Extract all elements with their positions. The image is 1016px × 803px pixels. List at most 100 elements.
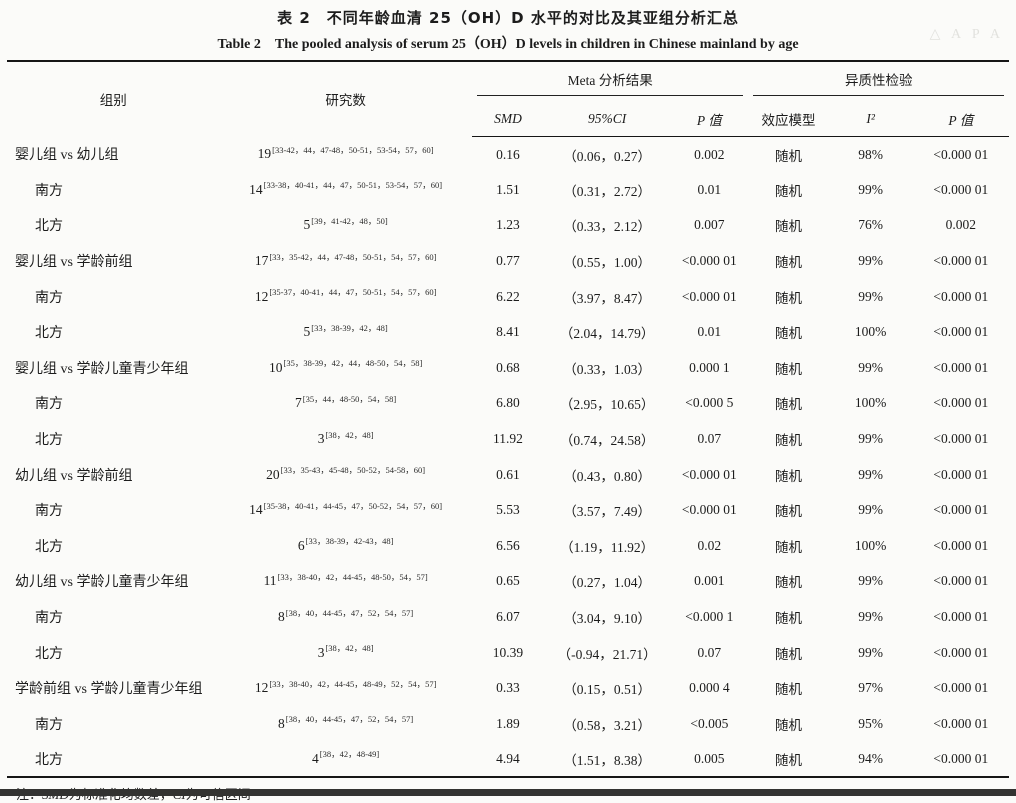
study-count: 8 [278,609,285,625]
study-count: 14 [249,502,263,518]
study-count: 20 [266,466,280,482]
smd-value: 1.51 [496,181,520,197]
ci-value: （0.33，1.03） [563,361,652,377]
p-value: <0.000 01 [681,502,737,518]
ci-value: （0.74，24.58） [559,433,655,449]
p-value: <0.000 01 [681,288,737,304]
study-count: 12 [254,680,269,696]
studies-cell: 12[33，38-40，42，44-45，48-49，52，54，57] [219,670,471,706]
p-value: <0.000 5 [685,395,734,411]
i2-value: 99% [858,573,884,589]
p2-value: <0.000 01 [933,715,989,731]
table-row: 北方 3[38，42，48] 10.39 （-0.94，21.71） 0.07 … [7,635,1009,671]
col-header-i2: I² [828,102,913,137]
p2-value: <0.000 01 [933,395,989,411]
ci-value: （3.97，8.47） [563,290,652,306]
col-header-ci: 95%CI [544,102,671,137]
table-titles: 表 2 不同年龄血清 25（OH）D 水平的对比及其亚组分析汇总 Table 2… [0,0,1016,53]
effect-model: 随机 [775,504,802,520]
table-row: 学龄前组 vs 学龄儿童青少年组 12[33，38-40，42，44-45，48… [7,670,1009,706]
group-cell: 幼儿组 vs 学龄儿童青少年组 [7,564,219,600]
studies-cell: 14[33-38，40-41，44，47，50-51，53-54，57，60] [219,172,471,208]
i2-value: 98% [858,146,884,162]
studies-cell: 8[38，40，44-45，47，52，54，57] [219,599,471,635]
study-refs: [33，35-42，44，47-48，50-51，54，57，60] [269,251,437,262]
effect-model: 随机 [775,183,802,199]
study-count: 8 [278,715,285,731]
effect-model: 随机 [775,646,802,662]
p2-value: <0.000 01 [933,537,989,553]
ci-value: （0.33，2.12） [563,219,652,235]
study-refs: [33，38-39，42-43，48] [305,536,394,547]
ci-value: （2.04，14.79） [559,326,655,342]
p2-value: <0.000 01 [933,431,989,447]
meta-group-label: Meta 分析结果 [476,69,744,96]
studies-cell: 12[35-37，40-41，44，47，50-51，54，57，60] [219,279,471,315]
group-cell: 北方 [7,314,219,350]
i2-value: 99% [858,466,884,482]
p2-value: <0.000 01 [933,750,989,766]
effect-model: 随机 [775,361,802,377]
group-cell: 婴儿组 vs 学龄前组 [7,243,219,279]
effect-model: 随机 [775,397,802,413]
ci-value: （-0.94，21.71） [557,646,657,662]
ci-value: （0.31，2.72） [563,183,652,199]
smd-value: 1.23 [496,217,520,233]
p-value: 0.000 1 [689,359,730,375]
effect-model: 随机 [775,717,802,733]
group-cell: 北方 [7,635,219,671]
ci-value: （0.58，3.21） [563,717,652,733]
smd-value: 0.65 [496,573,520,589]
col-header-model: 效应模型 [748,102,829,137]
study-refs: [38，40，44-45，47，52，54，57] [285,714,414,725]
header-row-2: SMD 95%CI P 值 效应模型 I² P 值 [7,102,1009,137]
i2-value: 99% [858,288,884,304]
table-row: 南方 7[35，44，48-50，54，58] 6.80 （2.95，10.65… [7,386,1009,422]
p2-value: <0.000 01 [933,359,989,375]
i2-value: 100% [854,395,887,411]
p-value: <0.000 1 [685,609,734,625]
i2-value: 94% [858,750,884,766]
smd-value: 10.39 [492,644,524,660]
p-value: 0.000 4 [689,680,730,696]
effect-model: 随机 [775,255,802,271]
table-row: 南方 12[35-37，40-41，44，47，50-51，54，57，60] … [7,279,1009,315]
group-cell: 北方 [7,742,219,778]
i2-value: 100% [854,537,887,553]
i2-value: 95% [858,715,884,731]
smd-value: 4.94 [496,750,520,766]
group-cell: 南方 [7,492,219,528]
header-row-1: 组别 研究数 Meta 分析结果 异质性检验 [7,61,1009,108]
ci-value: （0.55，1.00） [563,255,652,271]
group-label: 南方 [35,611,63,627]
group-cell: 北方 [7,421,219,457]
studies-cell: 11[33，38-40，42，44-45，48-50，54，57] [219,564,471,600]
studies-cell: 4[38，42，48-49] [219,742,471,778]
col-header-studies: 研究数 [325,93,366,109]
study-count: 3 [317,431,325,447]
study-refs: [33，38-40，42，44-45，48-49，52，54，57] [269,678,437,689]
ci-value: （3.57，7.49） [563,504,652,520]
study-refs: [38，42，48] [325,643,374,654]
ci-value: （2.95，10.65） [559,397,655,413]
p-value: 0.005 [694,750,725,766]
group-label: 北方 [35,326,63,342]
table-row: 婴儿组 vs 学龄前组 17[33，35-42，44，47-48，50-51，5… [7,243,1009,279]
study-refs: [35-38，40-41，44-45，47，50-52，54，57，60] [263,500,443,511]
group-cell: 幼儿组 vs 学龄前组 [7,457,219,493]
table-row: 北方 3[38，42，48] 11.92 （0.74，24.58） 0.07 随… [7,421,1009,457]
table-row: 北方 4[38，42，48-49] 4.94 （1.51，8.38） 0.005… [7,742,1009,778]
p-value: 0.01 [697,181,722,197]
group-cell: 婴儿组 vs 幼儿组 [7,137,219,173]
group-label: 学龄前组 vs 学龄儿童青少年组 [15,682,203,698]
studies-cell: 5[33，38-39，42，48] [219,314,471,350]
p-value: <0.000 01 [681,253,737,269]
group-label: 南方 [35,397,63,413]
p2-value: <0.000 01 [933,253,989,269]
table-row: 北方 6[33，38-39，42-43，48] 6.56 （1.19，11.92… [7,528,1009,564]
table-row: 南方 8[38，40，44-45，47，52，54，57] 1.89 （0.58… [7,706,1009,742]
group-label: 婴儿组 vs 学龄前组 [15,255,133,271]
p2-value: <0.000 01 [933,181,989,197]
col-header-meta-group: Meta 分析结果 [472,61,749,102]
